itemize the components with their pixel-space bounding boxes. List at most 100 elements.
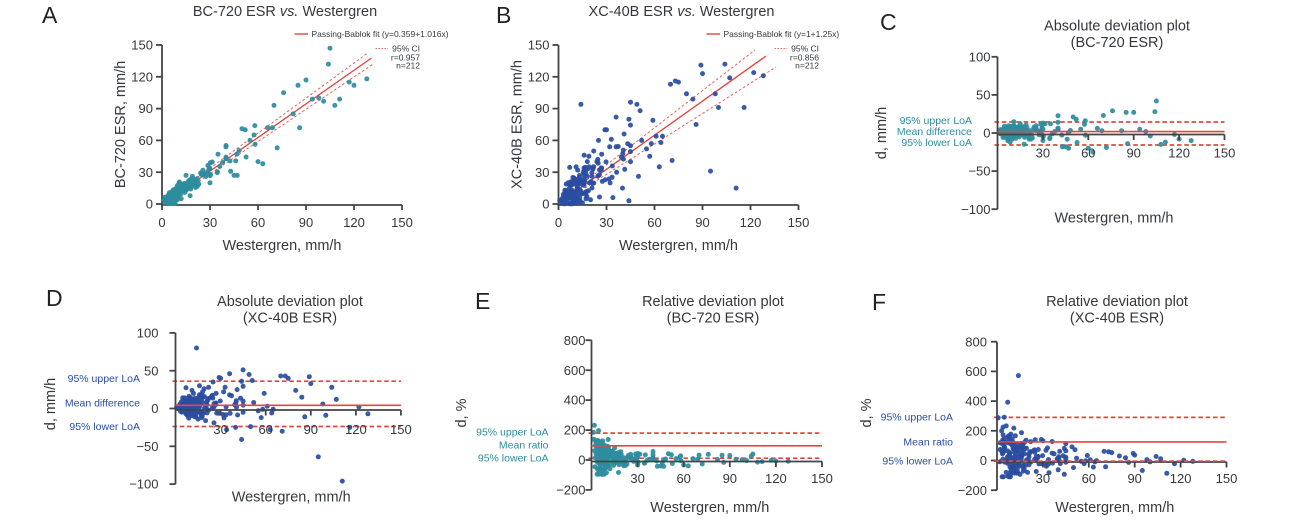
svg-text:30: 30: [203, 215, 217, 230]
svg-text:100: 100: [137, 326, 159, 341]
svg-text:d, mm/h: d, mm/h: [874, 107, 890, 159]
svg-text:BC-720 ESR, mm/h: BC-720 ESR, mm/h: [113, 61, 129, 188]
svg-text:120: 120: [1170, 471, 1192, 486]
svg-text:150: 150: [528, 38, 550, 53]
svg-text:XC-40B ESR, mm/h: XC-40B ESR, mm/h: [510, 60, 526, 189]
svg-text:d, %: d, %: [454, 398, 470, 427]
svg-text:150: 150: [1216, 471, 1238, 486]
svg-text:F: F: [872, 289, 886, 315]
svg-text:30: 30: [213, 422, 227, 437]
svg-text:d, mm/h: d, mm/h: [43, 378, 59, 430]
svg-text:90: 90: [299, 215, 313, 230]
svg-text:Westergren, mm/h: Westergren, mm/h: [1055, 500, 1174, 516]
svg-text:60: 60: [1081, 146, 1095, 161]
svg-text:30: 30: [1036, 471, 1050, 486]
svg-text:90: 90: [695, 215, 709, 230]
svg-text:200: 200: [564, 423, 586, 438]
svg-text:0: 0: [983, 126, 990, 141]
svg-text:600: 600: [965, 364, 987, 379]
svg-text:120: 120: [343, 215, 365, 230]
svg-text:90: 90: [1126, 146, 1140, 161]
svg-text:BC-720 ESR vs. Westergren: BC-720 ESR vs. Westergren: [193, 4, 377, 20]
svg-text:r=0.856: r=0.856: [790, 53, 819, 63]
svg-text:30: 30: [599, 215, 613, 230]
svg-text:n=212: n=212: [396, 61, 420, 71]
svg-text:95% lower LoA: 95% lower LoA: [69, 421, 140, 433]
svg-text:Mean ratio: Mean ratio: [903, 437, 953, 449]
svg-text:120: 120: [131, 69, 153, 84]
svg-text:90: 90: [304, 422, 318, 437]
svg-text:90: 90: [723, 471, 737, 486]
svg-text:120: 120: [765, 471, 787, 486]
svg-text:0: 0: [980, 453, 987, 468]
svg-text:50: 50: [976, 88, 990, 103]
svg-text:95% upper LoA: 95% upper LoA: [68, 373, 140, 385]
svg-text:60: 60: [676, 471, 690, 486]
svg-text:(BC-720 ESR): (BC-720 ESR): [1071, 35, 1164, 51]
svg-text:0: 0: [542, 197, 549, 212]
svg-text:0: 0: [158, 215, 165, 230]
svg-text:Absolute deviation plot: Absolute deviation plot: [1044, 19, 1190, 35]
svg-text:100: 100: [969, 49, 991, 64]
svg-text:Westergren, mm/h: Westergren, mm/h: [223, 238, 342, 254]
svg-text:60: 60: [258, 422, 272, 437]
svg-text:r=0.957: r=0.957: [391, 53, 420, 63]
svg-text:(XC-40B ESR): (XC-40B ESR): [1070, 311, 1164, 327]
svg-text:0: 0: [151, 401, 158, 416]
svg-text:120: 120: [740, 215, 762, 230]
svg-text:XC-40B ESR vs. Westergren: XC-40B ESR vs. Westergren: [589, 4, 775, 20]
svg-text:0: 0: [578, 453, 585, 468]
svg-text:−50: −50: [136, 439, 158, 454]
svg-text:Mean ratio: Mean ratio: [499, 440, 549, 452]
svg-text:0: 0: [555, 215, 562, 230]
svg-text:30: 30: [535, 165, 549, 180]
svg-text:−100: −100: [129, 477, 158, 492]
svg-text:−100: −100: [961, 202, 990, 217]
svg-text:60: 60: [535, 133, 549, 148]
svg-text:150: 150: [788, 215, 810, 230]
svg-text:95% upper LoA: 95% upper LoA: [881, 412, 953, 424]
svg-text:Westergren, mm/h: Westergren, mm/h: [650, 500, 769, 516]
svg-text:50: 50: [144, 363, 158, 378]
svg-text:95% lower LoA: 95% lower LoA: [882, 456, 953, 468]
svg-text:800: 800: [965, 334, 987, 349]
svg-text:120: 120: [345, 422, 367, 437]
svg-text:95% upper LoA: 95% upper LoA: [476, 427, 548, 439]
svg-text:(BC-720 ESR): (BC-720 ESR): [667, 311, 760, 327]
svg-text:Westergren, mm/h: Westergren, mm/h: [1055, 211, 1174, 227]
svg-text:90: 90: [1127, 471, 1141, 486]
svg-text:150: 150: [391, 215, 413, 230]
svg-text:150: 150: [1214, 146, 1236, 161]
svg-text:150: 150: [811, 471, 833, 486]
svg-text:D: D: [46, 285, 63, 311]
svg-text:95% upper LoA: 95% upper LoA: [900, 115, 972, 127]
svg-text:E: E: [475, 288, 490, 314]
svg-text:60: 60: [139, 133, 153, 148]
svg-text:Passing-Bablok fit (y=1+1.25x): Passing-Bablok fit (y=1+1.25x): [724, 29, 840, 39]
svg-text:Westergren, mm/h: Westergren, mm/h: [619, 238, 738, 254]
svg-text:120: 120: [1168, 146, 1190, 161]
svg-text:Relative deviation plot: Relative deviation plot: [1046, 294, 1188, 310]
svg-text:n=212: n=212: [795, 61, 819, 71]
svg-text:200: 200: [965, 423, 987, 438]
svg-text:Absolute deviation plot: Absolute deviation plot: [217, 294, 363, 310]
svg-text:60: 60: [251, 215, 265, 230]
svg-text:Mean difference: Mean difference: [65, 398, 140, 410]
svg-text:600: 600: [564, 363, 586, 378]
svg-text:60: 60: [1082, 471, 1096, 486]
svg-text:Westergren, mm/h: Westergren, mm/h: [232, 490, 351, 506]
svg-text:−200: −200: [556, 483, 585, 498]
svg-text:0: 0: [146, 197, 153, 212]
svg-text:Passing-Bablok fit (y=0.359+1.: Passing-Bablok fit (y=0.359+1.016x): [312, 29, 449, 39]
svg-text:95% lower LoA: 95% lower LoA: [901, 137, 972, 149]
svg-text:Relative deviation plot: Relative deviation plot: [642, 294, 784, 310]
svg-text:C: C: [880, 9, 897, 35]
svg-text:95% lower LoA: 95% lower LoA: [478, 453, 549, 465]
svg-text:90: 90: [535, 101, 549, 116]
svg-text:60: 60: [647, 215, 661, 230]
svg-text:A: A: [42, 2, 58, 28]
svg-text:30: 30: [1036, 146, 1050, 161]
svg-text:d, %: d, %: [859, 398, 875, 427]
svg-text:95% CI: 95% CI: [791, 44, 819, 54]
svg-text:120: 120: [528, 69, 550, 84]
